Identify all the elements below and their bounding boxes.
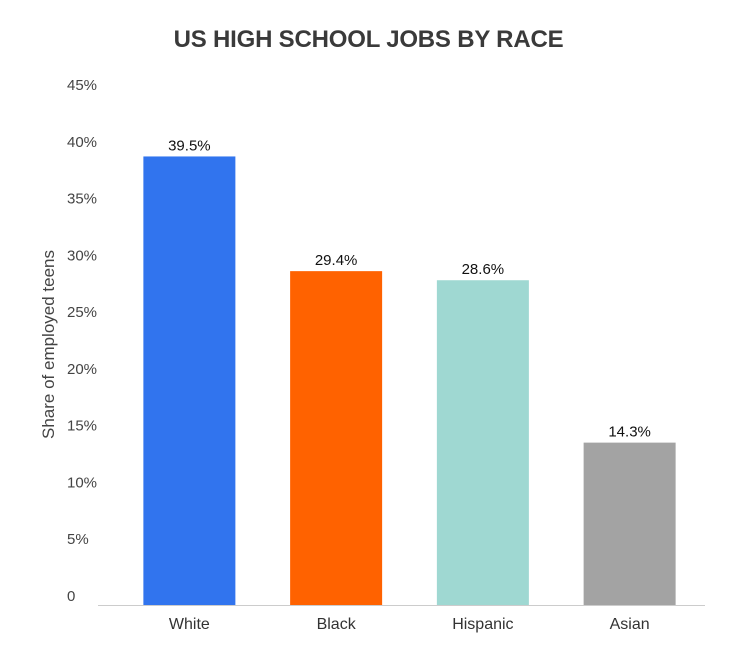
y-axis-title: Share of employed teens: [39, 250, 58, 439]
data-label-hispanic: 28.6%: [462, 261, 505, 278]
data-label-asian: 14.3%: [608, 424, 651, 441]
data-label-black: 29.4%: [315, 252, 358, 269]
bar-hispanic: [436, 280, 529, 605]
y-tick-label: 5%: [67, 531, 89, 548]
chart-title: US HIGH SCHOOL JOBS BY RACE: [173, 26, 564, 53]
bar-asian: [583, 442, 676, 605]
x-category-label-asian: Asian: [610, 616, 650, 633]
y-tick-label: 20%: [67, 361, 97, 378]
x-category-label-white: White: [169, 616, 210, 633]
x-category-label-hispanic: Hispanic: [452, 616, 513, 633]
y-tick-label: 40%: [67, 134, 97, 151]
y-tick-label: 25%: [67, 304, 97, 321]
y-axis-tick-labels: 0 5% 10% 15% 20% 25% 30% 35% 40% 45%: [67, 77, 97, 605]
y-tick-label: 30%: [67, 247, 97, 264]
y-tick-label: 10%: [67, 474, 97, 491]
data-label-white: 39.5%: [168, 137, 211, 154]
bars: [143, 156, 676, 605]
y-tick-label: 45%: [67, 77, 97, 94]
bar-black: [290, 271, 383, 605]
x-category-label-black: Black: [317, 616, 357, 633]
bar-white: [143, 156, 236, 605]
y-tick-label: 15%: [67, 418, 97, 435]
x-axis-category-labels: White Black Hispanic Asian: [169, 616, 650, 633]
y-tick-label: 35%: [67, 191, 97, 208]
data-labels: 39.5% 29.4% 28.6% 14.3%: [168, 137, 651, 440]
y-tick-label: 0: [67, 588, 75, 605]
